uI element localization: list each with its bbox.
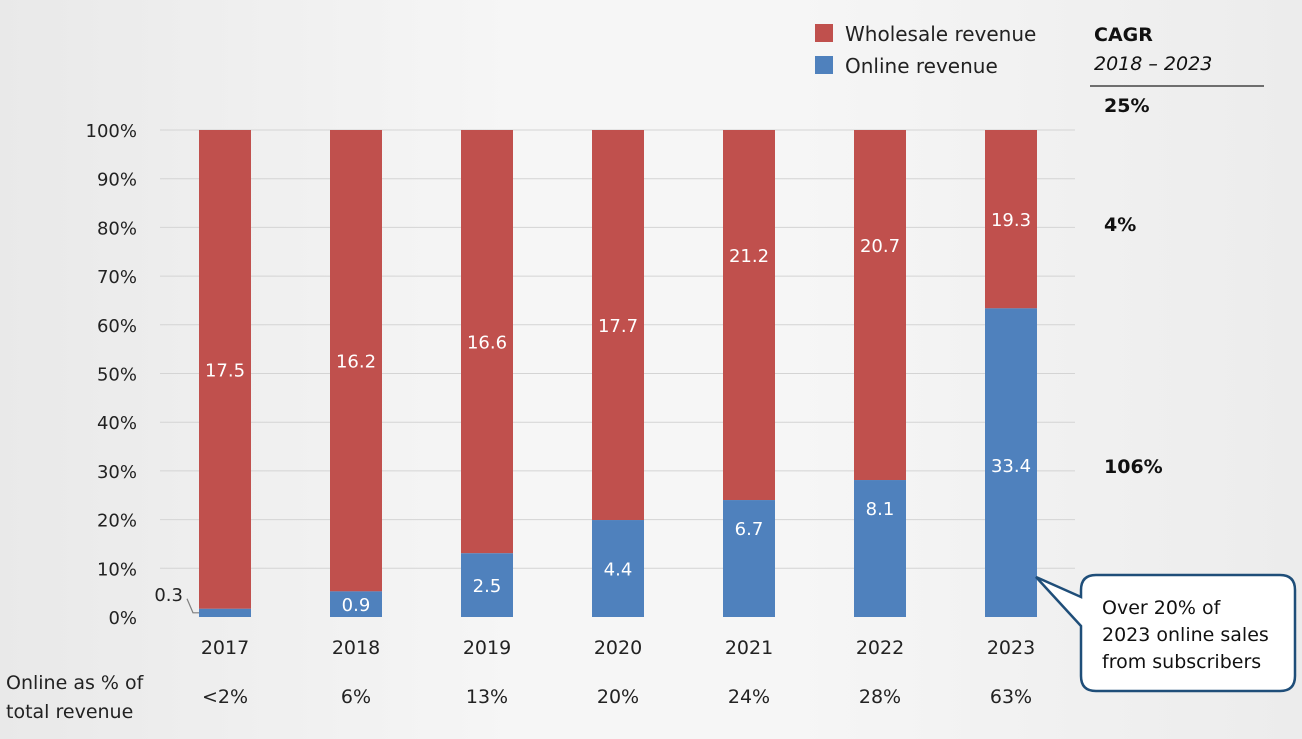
x-tick-label-2017: 2017 [201,637,249,659]
bar-wholesale-2019 [461,130,513,554]
cagr-online: 106% [1104,456,1163,478]
data-label-online-2018: 0.9 [342,595,371,616]
legend: Wholesale revenue Online revenue [815,22,1036,78]
bar-online-2019 [461,553,513,617]
bar-wholesale-2018 [330,130,382,592]
legend-swatch-wholesale [815,24,833,42]
online-share-2022: 28% [859,686,901,708]
callout: Over 20% of 2023 online sales from subscri… [1035,573,1297,693]
y-tick-label: 20% [97,511,137,532]
legend-swatch-online [815,56,833,74]
online-share-2017: <2% [202,686,248,708]
x-tick-label-2018: 2018 [332,637,380,659]
data-label-online-2020: 4.4 [604,560,633,581]
bar-wholesale-2020 [592,130,644,521]
callout-box [1035,573,1297,693]
online-share-2020: 20% [597,686,639,708]
y-tick-label: 70% [97,267,137,288]
cagr-column: CAGR 2018 – 2023 25% 4% 106% [1090,24,1264,478]
y-tick-label: 10% [97,559,137,580]
online-share-2023: 63% [990,686,1032,708]
y-tick-label: 100% [86,121,137,142]
y-tick-label: 30% [97,462,137,483]
y-tick-label: 0% [108,608,137,629]
legend-label-wholesale: Wholesale revenue [845,22,1036,46]
bar-online-2020 [592,520,644,617]
bar-online-2018 [330,591,382,617]
online-share-2019: 13% [466,686,508,708]
data-label-wholesale-2021: 21.2 [729,246,769,267]
online-share-label-line2: total revenue [6,701,133,723]
bar-online-2021 [723,500,775,617]
data-label-online-2022: 8.1 [866,499,895,520]
callout-text-line-3: from subscribers [1102,651,1261,673]
x-axis: 2017 2018 2019 2020 2021 2022 2023 [201,637,1035,659]
y-axis: 0% 10% 20% 30% 40% 50% 60% 70% 80% 90% 100% [86,121,137,629]
data-label-wholesale-2017: 17.5 [205,360,245,381]
cagr-period: 2018 – 2023 [1094,53,1212,75]
online-share-label-line1: Online as % of [6,672,145,694]
x-tick-label-2019: 2019 [463,637,511,659]
cagr-title: CAGR [1094,24,1153,46]
y-tick-label: 80% [97,218,137,239]
y-tick-label: 60% [97,316,137,337]
data-label-wholesale-2020: 17.7 [598,316,638,337]
online-share-2021: 24% [728,686,770,708]
bar-wholesale-2021 [723,130,775,501]
data-label-wholesale-2023: 19.3 [991,210,1031,231]
bar-online-2017 [199,608,251,617]
x-tick-label-2022: 2022 [856,637,904,659]
data-label-online-2023: 33.4 [991,456,1031,477]
cagr-wholesale: 4% [1104,214,1136,236]
x-tick-label-2023: 2023 [987,637,1035,659]
bar-online-2022 [854,480,906,617]
bars: 17.5 0.3 16.2 0.9 16.6 2.5 17.7 4.4 21.2 6.7 20.7 8… [154,130,1037,617]
x-tick-label-2020: 2020 [594,637,642,659]
leader-line-2017 [186,598,199,614]
data-label-online-2021: 6.7 [735,519,764,540]
data-label-online-2019: 2.5 [473,576,502,597]
callout-text-line-1: Over 20% of [1102,597,1222,619]
bar-wholesale-2017 [199,130,251,609]
data-label-wholesale-2019: 16.6 [467,333,507,354]
legend-label-online: Online revenue [845,54,998,78]
data-label-wholesale-2022: 20.7 [860,236,900,257]
online-share-row: <2% 6% 13% 20% 24% 28% 63% Online as % of total … [6,672,1032,723]
bar-wholesale-2023 [985,130,1037,309]
y-tick-label: 90% [97,170,137,191]
online-share-2018: 6% [341,686,371,708]
data-label-online-2017: 0.3 [154,585,183,606]
y-tick-label: 40% [97,413,137,434]
cagr-total: 25% [1104,95,1149,117]
data-label-wholesale-2018: 16.2 [336,352,376,373]
bar-wholesale-2022 [854,130,906,481]
y-tick-label: 50% [97,365,137,386]
callout-text-line-2: 2023 online sales [1102,624,1269,646]
bar-online-2023 [985,308,1037,617]
x-tick-label-2021: 2021 [725,637,773,659]
